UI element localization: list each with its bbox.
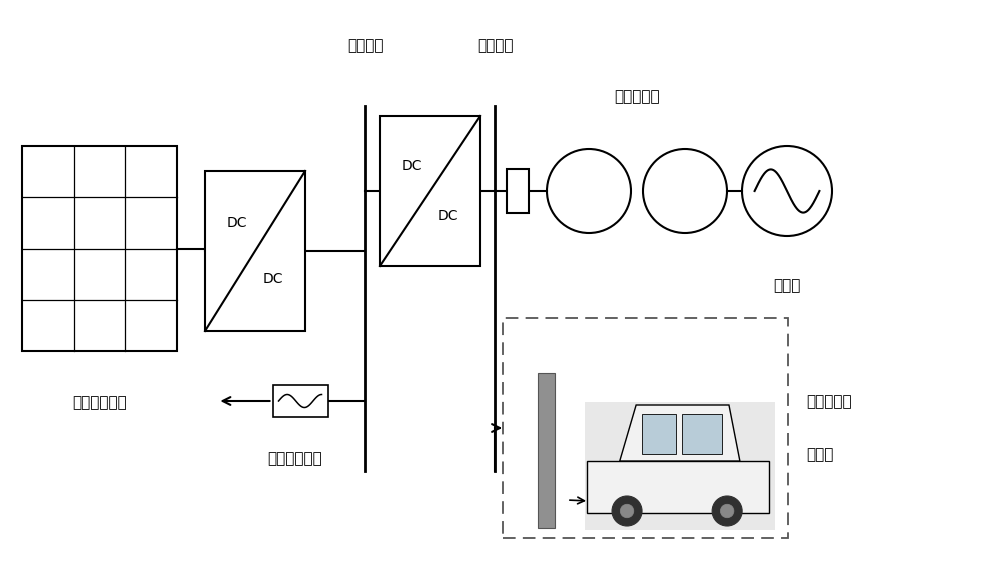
Text: 区域常规负荷: 区域常规负荷 xyxy=(268,452,322,467)
Text: 电动汽车快: 电动汽车快 xyxy=(806,394,852,409)
Circle shape xyxy=(720,504,734,518)
Text: 区域变电站: 区域变电站 xyxy=(614,89,660,104)
Text: DC: DC xyxy=(263,272,283,286)
Bar xyxy=(507,169,529,213)
Bar xyxy=(272,385,328,417)
Text: 充负荷: 充负荷 xyxy=(806,447,833,462)
Bar xyxy=(585,402,775,530)
Bar xyxy=(503,318,788,538)
Bar xyxy=(380,116,480,266)
Text: 直流母线: 直流母线 xyxy=(347,39,383,54)
Bar xyxy=(205,171,305,331)
Text: DC: DC xyxy=(438,209,458,223)
Bar xyxy=(22,146,177,351)
Circle shape xyxy=(612,496,642,526)
Bar xyxy=(538,373,555,528)
Circle shape xyxy=(620,504,634,518)
Text: 交流母线: 交流母线 xyxy=(477,39,513,54)
Text: 配电网: 配电网 xyxy=(773,279,801,294)
Bar xyxy=(587,461,769,513)
Text: DC: DC xyxy=(402,159,422,173)
Text: 光伏发电系统: 光伏发电系统 xyxy=(72,396,127,411)
Circle shape xyxy=(712,496,742,526)
Bar xyxy=(642,414,676,454)
Polygon shape xyxy=(620,405,740,461)
Text: DC: DC xyxy=(227,216,247,230)
Bar xyxy=(682,414,722,454)
